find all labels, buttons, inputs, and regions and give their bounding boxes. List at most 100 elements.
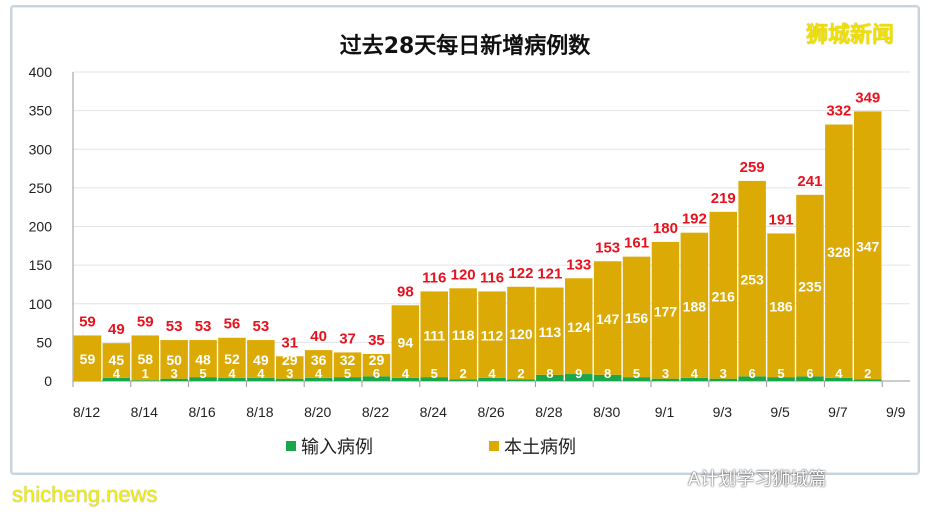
imported-label: 4 xyxy=(315,366,323,381)
bar-imported xyxy=(391,377,420,381)
total-label: 35 xyxy=(368,332,385,349)
bar-imported xyxy=(565,374,593,381)
bar-local xyxy=(680,232,709,378)
local-label: 216 xyxy=(712,288,736,304)
total-label: 53 xyxy=(195,318,212,335)
x-tick-label: 9/5 xyxy=(770,404,790,420)
bar-imported xyxy=(709,378,737,381)
imported-label: 2 xyxy=(460,366,467,381)
local-label: 32 xyxy=(340,352,356,368)
bar-imported xyxy=(738,376,766,381)
x-tick-label: 8/24 xyxy=(420,404,447,420)
bar-imported xyxy=(362,376,391,381)
watermark-bottom-right: A计划学习狮城篇 xyxy=(688,469,827,490)
local-label: 29 xyxy=(282,352,298,368)
bar-imported xyxy=(102,377,131,381)
imported-label: 2 xyxy=(864,366,871,381)
local-label: 347 xyxy=(856,238,880,254)
bar-local xyxy=(536,287,564,375)
total-label: 56 xyxy=(224,316,241,333)
total-label: 120 xyxy=(451,266,476,283)
bar-imported xyxy=(304,377,333,381)
bar-imported xyxy=(767,377,795,381)
bar-imported xyxy=(131,380,159,381)
total-label: 31 xyxy=(281,334,298,351)
total-label: 49 xyxy=(108,321,125,338)
local-label: 120 xyxy=(509,326,533,342)
bar-imported xyxy=(420,377,448,381)
local-label: 49 xyxy=(253,352,269,368)
bar-imported xyxy=(160,378,188,381)
bar-imported xyxy=(854,379,882,381)
local-label: 111 xyxy=(423,327,445,343)
bar-local xyxy=(796,194,824,377)
y-tick-label: 400 xyxy=(29,64,53,80)
bar-local xyxy=(73,335,102,381)
total-label: 98 xyxy=(397,283,414,300)
total-label: 37 xyxy=(339,330,356,347)
bar-local xyxy=(160,340,188,379)
y-tick-label: 300 xyxy=(29,141,53,157)
bar-imported xyxy=(593,374,622,381)
imported-label: 9 xyxy=(575,366,582,381)
imported-label: 4 xyxy=(488,366,496,381)
local-label: 48 xyxy=(195,352,211,368)
watermark-bottom-left: shicheng.news xyxy=(12,482,158,507)
total-label: 191 xyxy=(769,211,794,228)
bar-local xyxy=(854,111,882,380)
legend-label-local: 本土病例 xyxy=(504,437,576,458)
imported-label: 3 xyxy=(662,366,669,381)
imported-label: 4 xyxy=(113,366,121,381)
local-label: 124 xyxy=(567,319,591,335)
local-label: 253 xyxy=(740,272,764,288)
bar-imported xyxy=(507,379,535,381)
x-tick-label: 8/28 xyxy=(535,404,562,420)
imported-label: 8 xyxy=(604,366,611,381)
local-label: 58 xyxy=(137,351,153,367)
bar-imported xyxy=(247,377,275,381)
local-label: 328 xyxy=(827,244,851,260)
x-tick-label: 8/30 xyxy=(593,404,620,420)
total-label: 332 xyxy=(826,103,851,120)
bar-local xyxy=(189,340,217,378)
total-label: 241 xyxy=(797,173,822,190)
bar-local xyxy=(131,335,159,381)
imported-label: 4 xyxy=(257,366,265,381)
bar-imported xyxy=(449,379,477,381)
bar-local xyxy=(738,180,766,377)
bar-local xyxy=(362,353,391,377)
imported-label: 5 xyxy=(199,366,206,381)
bar-local xyxy=(247,340,275,378)
imported-label: 2 xyxy=(517,366,524,381)
bar-local xyxy=(507,286,535,380)
bar-imported xyxy=(825,377,853,381)
bar-imported xyxy=(276,378,304,381)
imported-label: 5 xyxy=(344,366,351,381)
imported-label: 8 xyxy=(546,366,553,381)
local-label: 118 xyxy=(452,327,475,343)
y-tick-label: 150 xyxy=(29,257,53,273)
local-label: 45 xyxy=(109,352,125,368)
total-label: 116 xyxy=(480,269,504,286)
local-label: 235 xyxy=(798,279,822,295)
total-label: 59 xyxy=(137,313,154,330)
total-label: 161 xyxy=(624,235,649,252)
local-label: 94 xyxy=(398,335,414,351)
bar-local xyxy=(420,291,448,378)
total-label: 53 xyxy=(166,318,183,335)
local-label: 52 xyxy=(224,351,240,367)
total-label: 59 xyxy=(79,313,96,330)
local-label: 113 xyxy=(539,324,562,340)
local-label: 36 xyxy=(311,352,327,368)
bar-imported xyxy=(189,377,217,381)
imported-label: 4 xyxy=(402,366,410,381)
local-label: 112 xyxy=(481,328,504,344)
total-label: 349 xyxy=(855,89,880,106)
x-tick-label: 9/9 xyxy=(886,404,906,420)
x-tick-label: 8/18 xyxy=(246,404,273,420)
total-label: 192 xyxy=(682,211,707,228)
bar-imported xyxy=(218,377,246,381)
total-label: 122 xyxy=(508,265,533,282)
bar-local xyxy=(276,356,304,379)
